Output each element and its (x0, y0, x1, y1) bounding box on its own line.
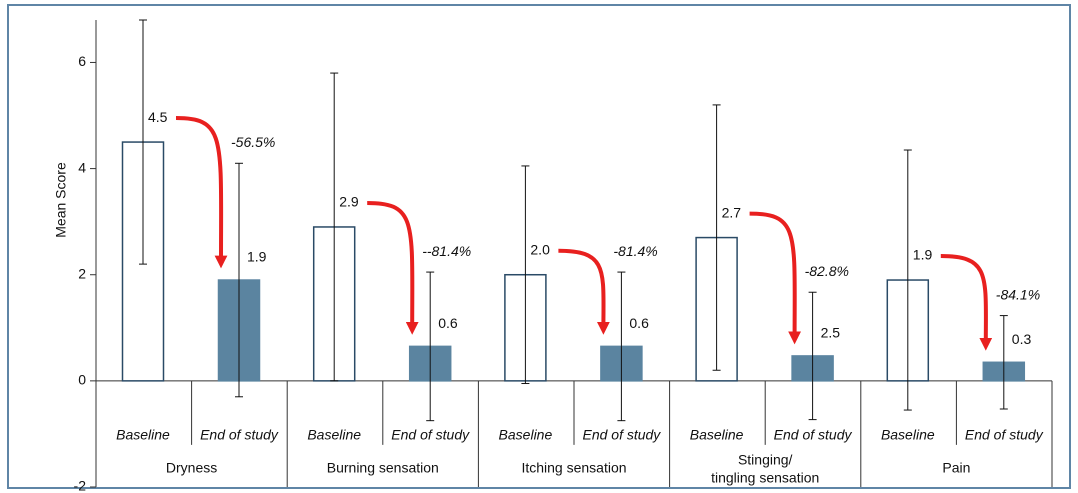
category-label: Itching sensation (521, 460, 626, 476)
y-axis-label: Mean Score (53, 162, 69, 238)
arrow (558, 248, 610, 335)
category-label: Burning sensation (327, 460, 439, 476)
category-label: Dryness (166, 460, 217, 476)
change-label: -81.4% (613, 243, 657, 259)
y-tick-label: 0 (78, 372, 86, 388)
change-label: --81.4% (422, 243, 471, 259)
y-tick-label: -2 (74, 478, 87, 493)
arrow (367, 200, 419, 335)
y-tick-label: 4 (78, 159, 86, 175)
series-label: End of study (391, 427, 470, 443)
series-label: Baseline (116, 427, 170, 443)
category-label: tingling sensation (711, 470, 819, 486)
end-label: 0.6 (629, 315, 649, 331)
series-label: Baseline (307, 427, 361, 443)
change-label: -56.5% (231, 134, 275, 150)
end-label: 0.6 (438, 315, 458, 331)
frame (7, 4, 1071, 489)
y-tick-label: 6 (78, 53, 86, 69)
series-label: End of study (200, 427, 279, 443)
baseline-label: 2.0 (530, 241, 550, 257)
arrow (940, 254, 993, 351)
series-label: End of study (965, 427, 1044, 443)
baseline-label: 2.7 (722, 204, 742, 220)
end-label: 1.9 (247, 249, 267, 265)
series-label: End of study (774, 427, 853, 443)
category-label: Stinging/ (738, 452, 793, 468)
end-label: 2.5 (821, 325, 841, 341)
arrow (749, 211, 802, 345)
series-label: Baseline (881, 427, 935, 443)
series-label: Baseline (690, 427, 744, 443)
category-label: Pain (942, 460, 970, 476)
baseline-label: 4.5 (148, 109, 168, 125)
end-label: 0.3 (1012, 331, 1032, 347)
change-label: -84.1% (996, 286, 1040, 302)
baseline-label: 1.9 (913, 247, 933, 263)
series-label: Baseline (499, 427, 553, 443)
baseline-label: 2.9 (339, 194, 359, 210)
change-label: -82.8% (805, 263, 849, 279)
arrow (175, 116, 228, 269)
y-tick-label: 2 (78, 265, 86, 281)
series-label: End of study (582, 427, 661, 443)
